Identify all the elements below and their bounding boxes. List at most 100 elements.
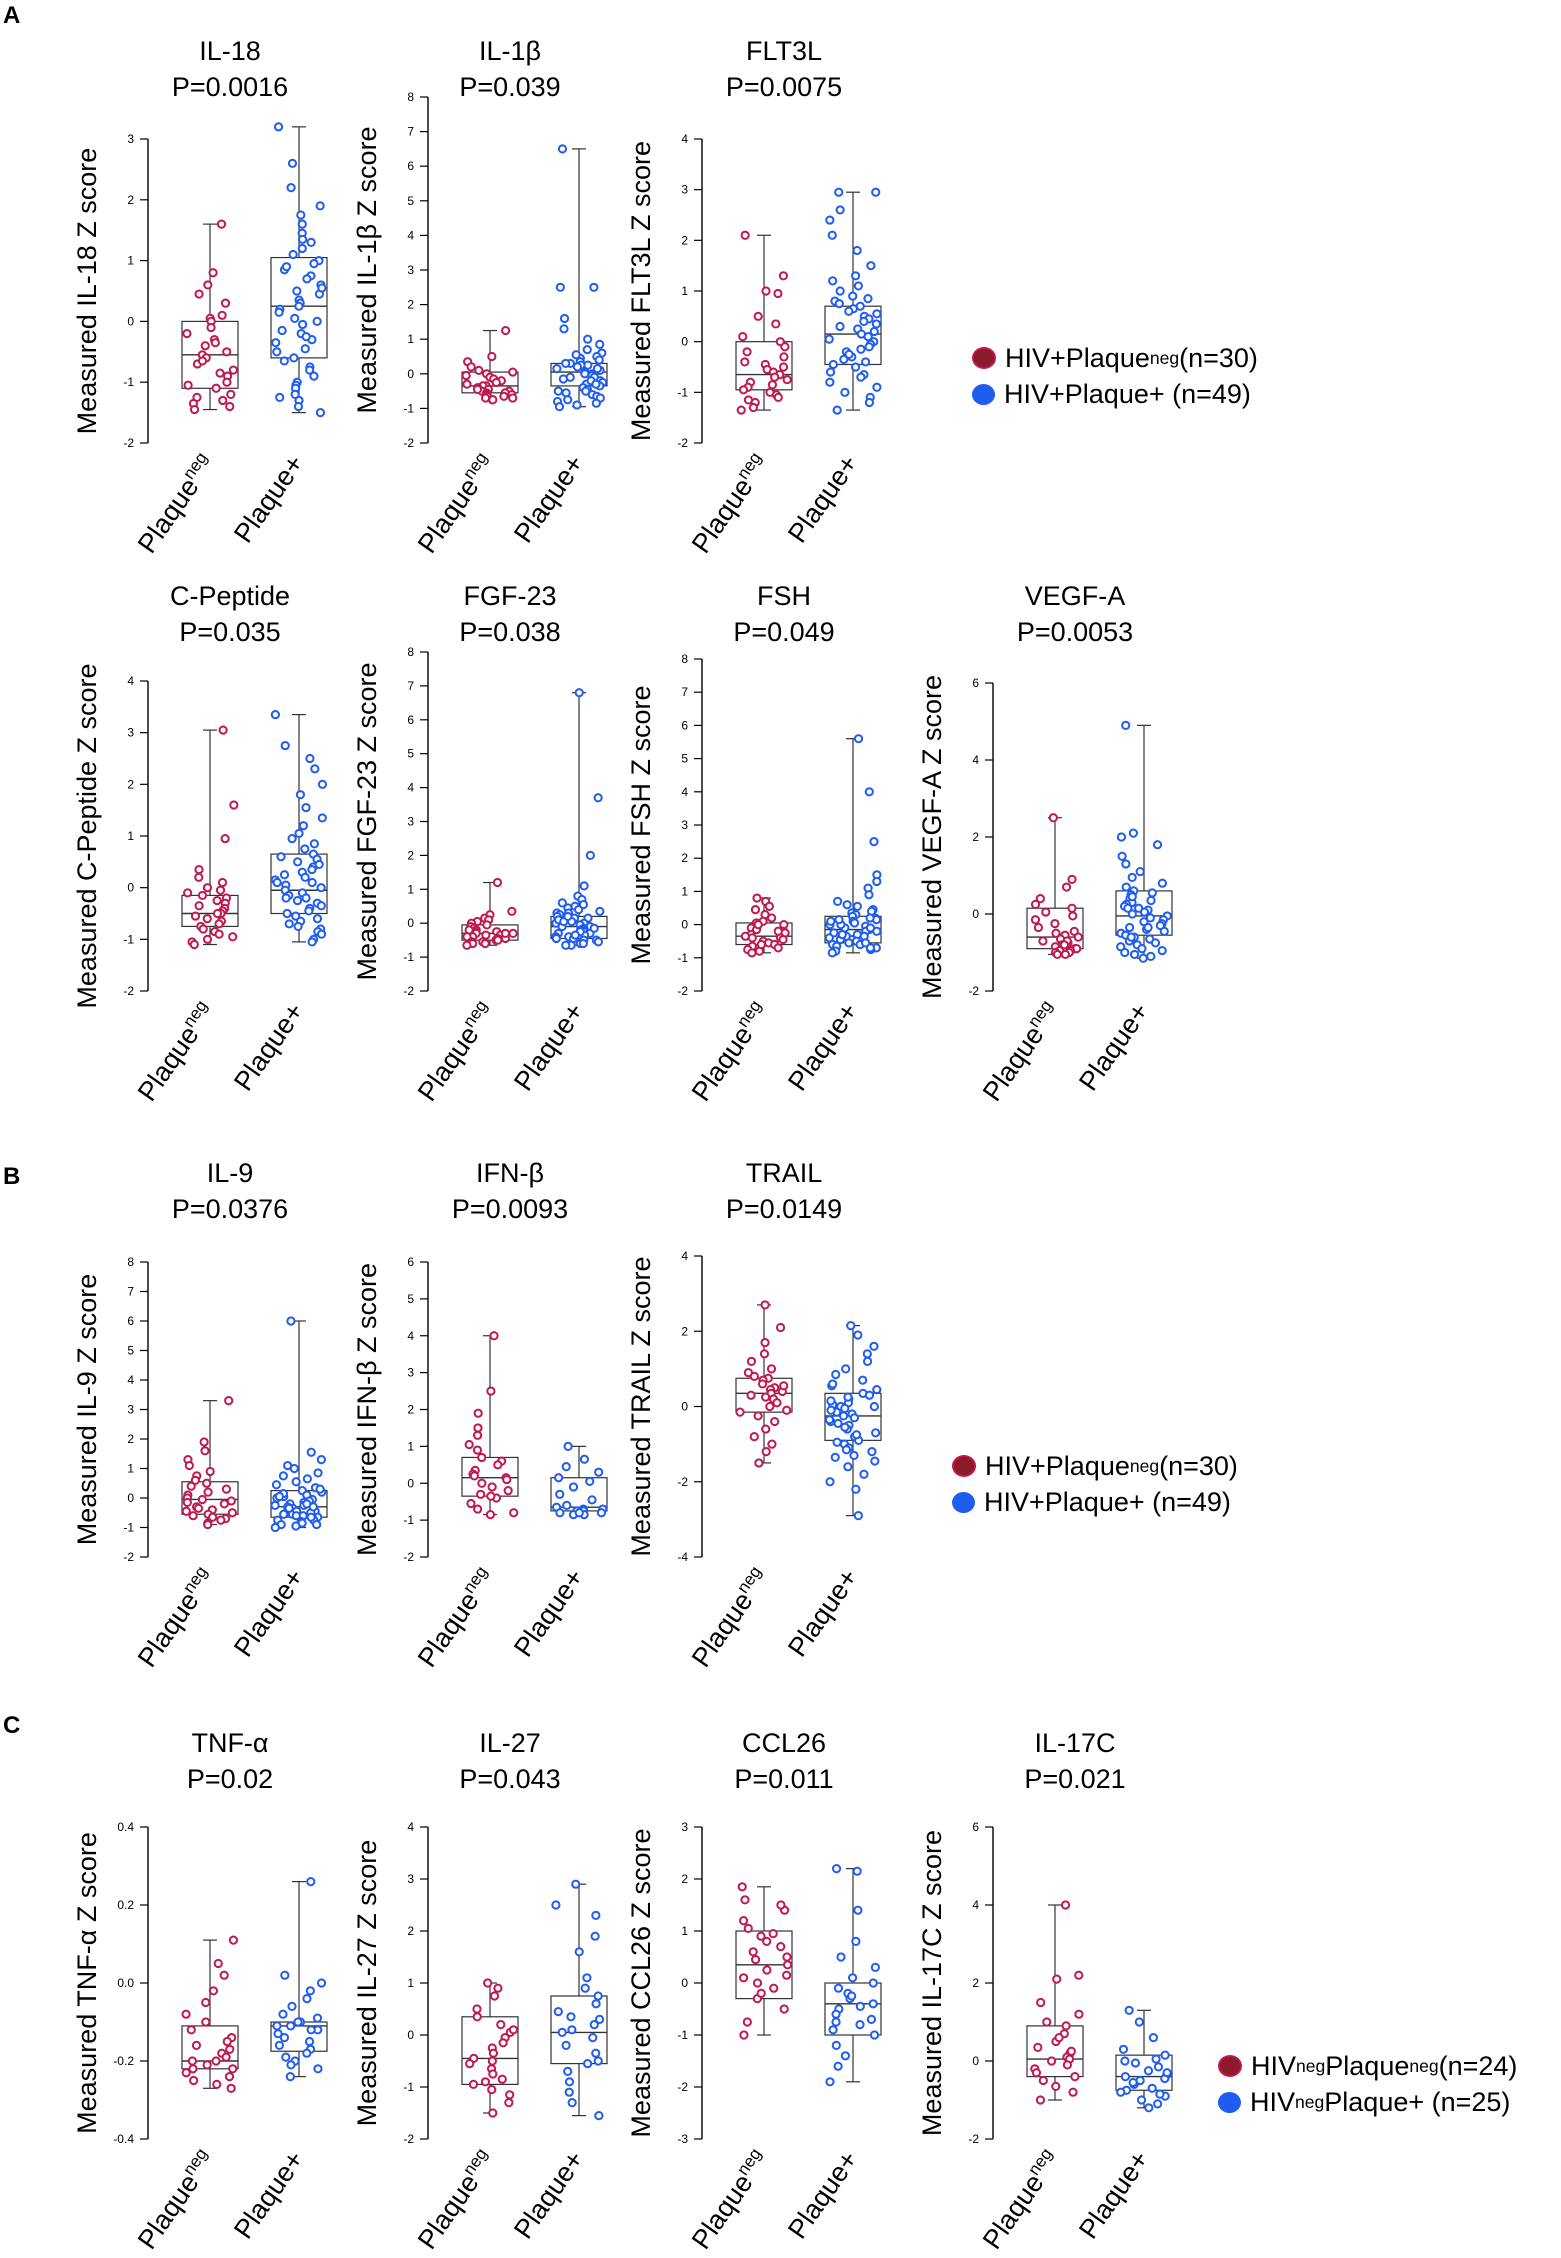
- data-point: [852, 1430, 862, 1440]
- data-point: [555, 1508, 565, 1518]
- data-point: [830, 1452, 840, 1462]
- y-tick-label: -2: [677, 2080, 688, 2094]
- data-point: [297, 234, 308, 244]
- data-point: [488, 2048, 499, 2058]
- data-point: [297, 219, 307, 229]
- boxplot-il-17c: IL-17C P=0.021 6 4 2 0 -2 Measured IL-17C Z sco…: [917, 1728, 1173, 2255]
- data-point: [194, 872, 204, 882]
- data-point: [228, 932, 238, 942]
- y-tick-label: 0: [407, 1476, 414, 1490]
- y-axis-label: Measured IL-1β Z score: [352, 126, 382, 413]
- data-point: [553, 386, 563, 396]
- data-point: [1061, 2021, 1071, 2031]
- data-point: [312, 316, 322, 326]
- chart-title: FSH: [757, 581, 811, 611]
- data-point: [212, 2079, 222, 2089]
- data-point: [302, 1994, 312, 2004]
- data-point: [594, 2111, 604, 2121]
- legend-marker-neg: [972, 347, 996, 369]
- data-point: [219, 1499, 229, 1509]
- y-tick-label: -2: [123, 1550, 134, 1564]
- data-point: [224, 2072, 235, 2082]
- data-point: [292, 286, 302, 296]
- data-point: [225, 2044, 235, 2054]
- data-point: [825, 1477, 835, 1487]
- y-axis-label: Measured TRAIL Z score: [626, 1256, 656, 1556]
- data-point: [281, 2052, 291, 2062]
- boxplot-il-18: IL-18 P=0.0016 3 2 1 0 -1 -2 Measured IL-18 Z sc…: [72, 36, 328, 559]
- data-point: [593, 937, 604, 947]
- data-point: [468, 2079, 479, 2089]
- data-point: [315, 408, 326, 418]
- data-point: [1130, 2058, 1141, 2068]
- data-point: [480, 2077, 491, 2087]
- y-tick-label: 0: [972, 907, 979, 921]
- data-point: [1068, 911, 1078, 921]
- data-point: [866, 261, 876, 271]
- data-point: [304, 906, 314, 916]
- data-point: [782, 1970, 792, 1980]
- box-iqr: [1115, 2054, 1173, 2091]
- data-point: [217, 877, 228, 888]
- data-point: [852, 245, 862, 256]
- data-point: [473, 1408, 483, 1418]
- data-point: [290, 389, 300, 399]
- data-point: [856, 344, 866, 354]
- data-point: [200, 341, 210, 351]
- y-tick-label: 0: [681, 1976, 688, 1990]
- data-point: [316, 901, 326, 911]
- data-point: [184, 1460, 194, 1471]
- data-point: [492, 877, 503, 888]
- data-point: [202, 2060, 212, 2070]
- x-axis-label: Plaque+: [782, 1563, 864, 1662]
- y-tick-label: 4: [972, 753, 979, 767]
- x-axis-label: Plaque+: [782, 449, 864, 548]
- data-point: [493, 935, 503, 945]
- data-point: [188, 1511, 198, 1521]
- y-axis-label: Measured IL-9 Z score: [72, 1274, 102, 1546]
- data-point: [222, 2036, 232, 2047]
- data-point: [215, 885, 226, 895]
- group-pos: Plaque+: [228, 1877, 328, 2244]
- chart-title: IFN-β: [476, 1158, 544, 1188]
- data-point: [561, 358, 571, 369]
- p-value: P=0.0376: [172, 1194, 288, 1224]
- data-point: [205, 1466, 215, 1477]
- data-point: [551, 933, 561, 944]
- data-point: [740, 230, 750, 240]
- data-point: [281, 893, 291, 903]
- data-point: [752, 893, 762, 903]
- group-neg: Plaqueneg: [132, 219, 239, 559]
- y-tick-label: 0: [681, 1400, 688, 1414]
- data-point: [568, 1482, 579, 1492]
- data-point: [217, 310, 227, 320]
- data-point: [561, 2040, 571, 2051]
- data-point: [307, 937, 317, 947]
- boxplot-il-1-: IL-1β P=0.039 8 7 6 5 4 3 2 1 0 -1 -2 Measured IL-1β …: [352, 36, 608, 559]
- data-point: [767, 913, 777, 923]
- data-point: [554, 402, 565, 412]
- x-axis-label: Plaque+: [782, 2145, 864, 2244]
- data-point: [836, 1952, 846, 1962]
- data-point: [593, 793, 603, 803]
- data-point: [280, 1970, 290, 1980]
- data-point: [1128, 2077, 1138, 2088]
- data-point: [214, 929, 224, 939]
- data-point: [301, 332, 311, 342]
- data-point: [1041, 907, 1051, 917]
- data-point: [509, 1508, 519, 1518]
- data-point: [486, 1491, 496, 1501]
- group-pos: Plaque+: [782, 1864, 882, 2244]
- data-point: [304, 2036, 315, 2047]
- data-point: [851, 1484, 861, 1494]
- data-point: [473, 1504, 483, 1514]
- boxplot-tnf-: TNF-α P=0.02 0.4 0.2 0.0 -0.2 -0.4 Measured TNF…: [72, 1728, 328, 2255]
- data-point: [853, 281, 863, 291]
- y-tick-label: 6: [972, 1820, 979, 1834]
- data-point: [1048, 813, 1058, 823]
- data-point: [579, 881, 589, 891]
- data-point: [1126, 932, 1136, 942]
- data-point: [749, 1432, 759, 1442]
- data-point: [841, 1445, 852, 1455]
- data-point: [564, 2087, 574, 2097]
